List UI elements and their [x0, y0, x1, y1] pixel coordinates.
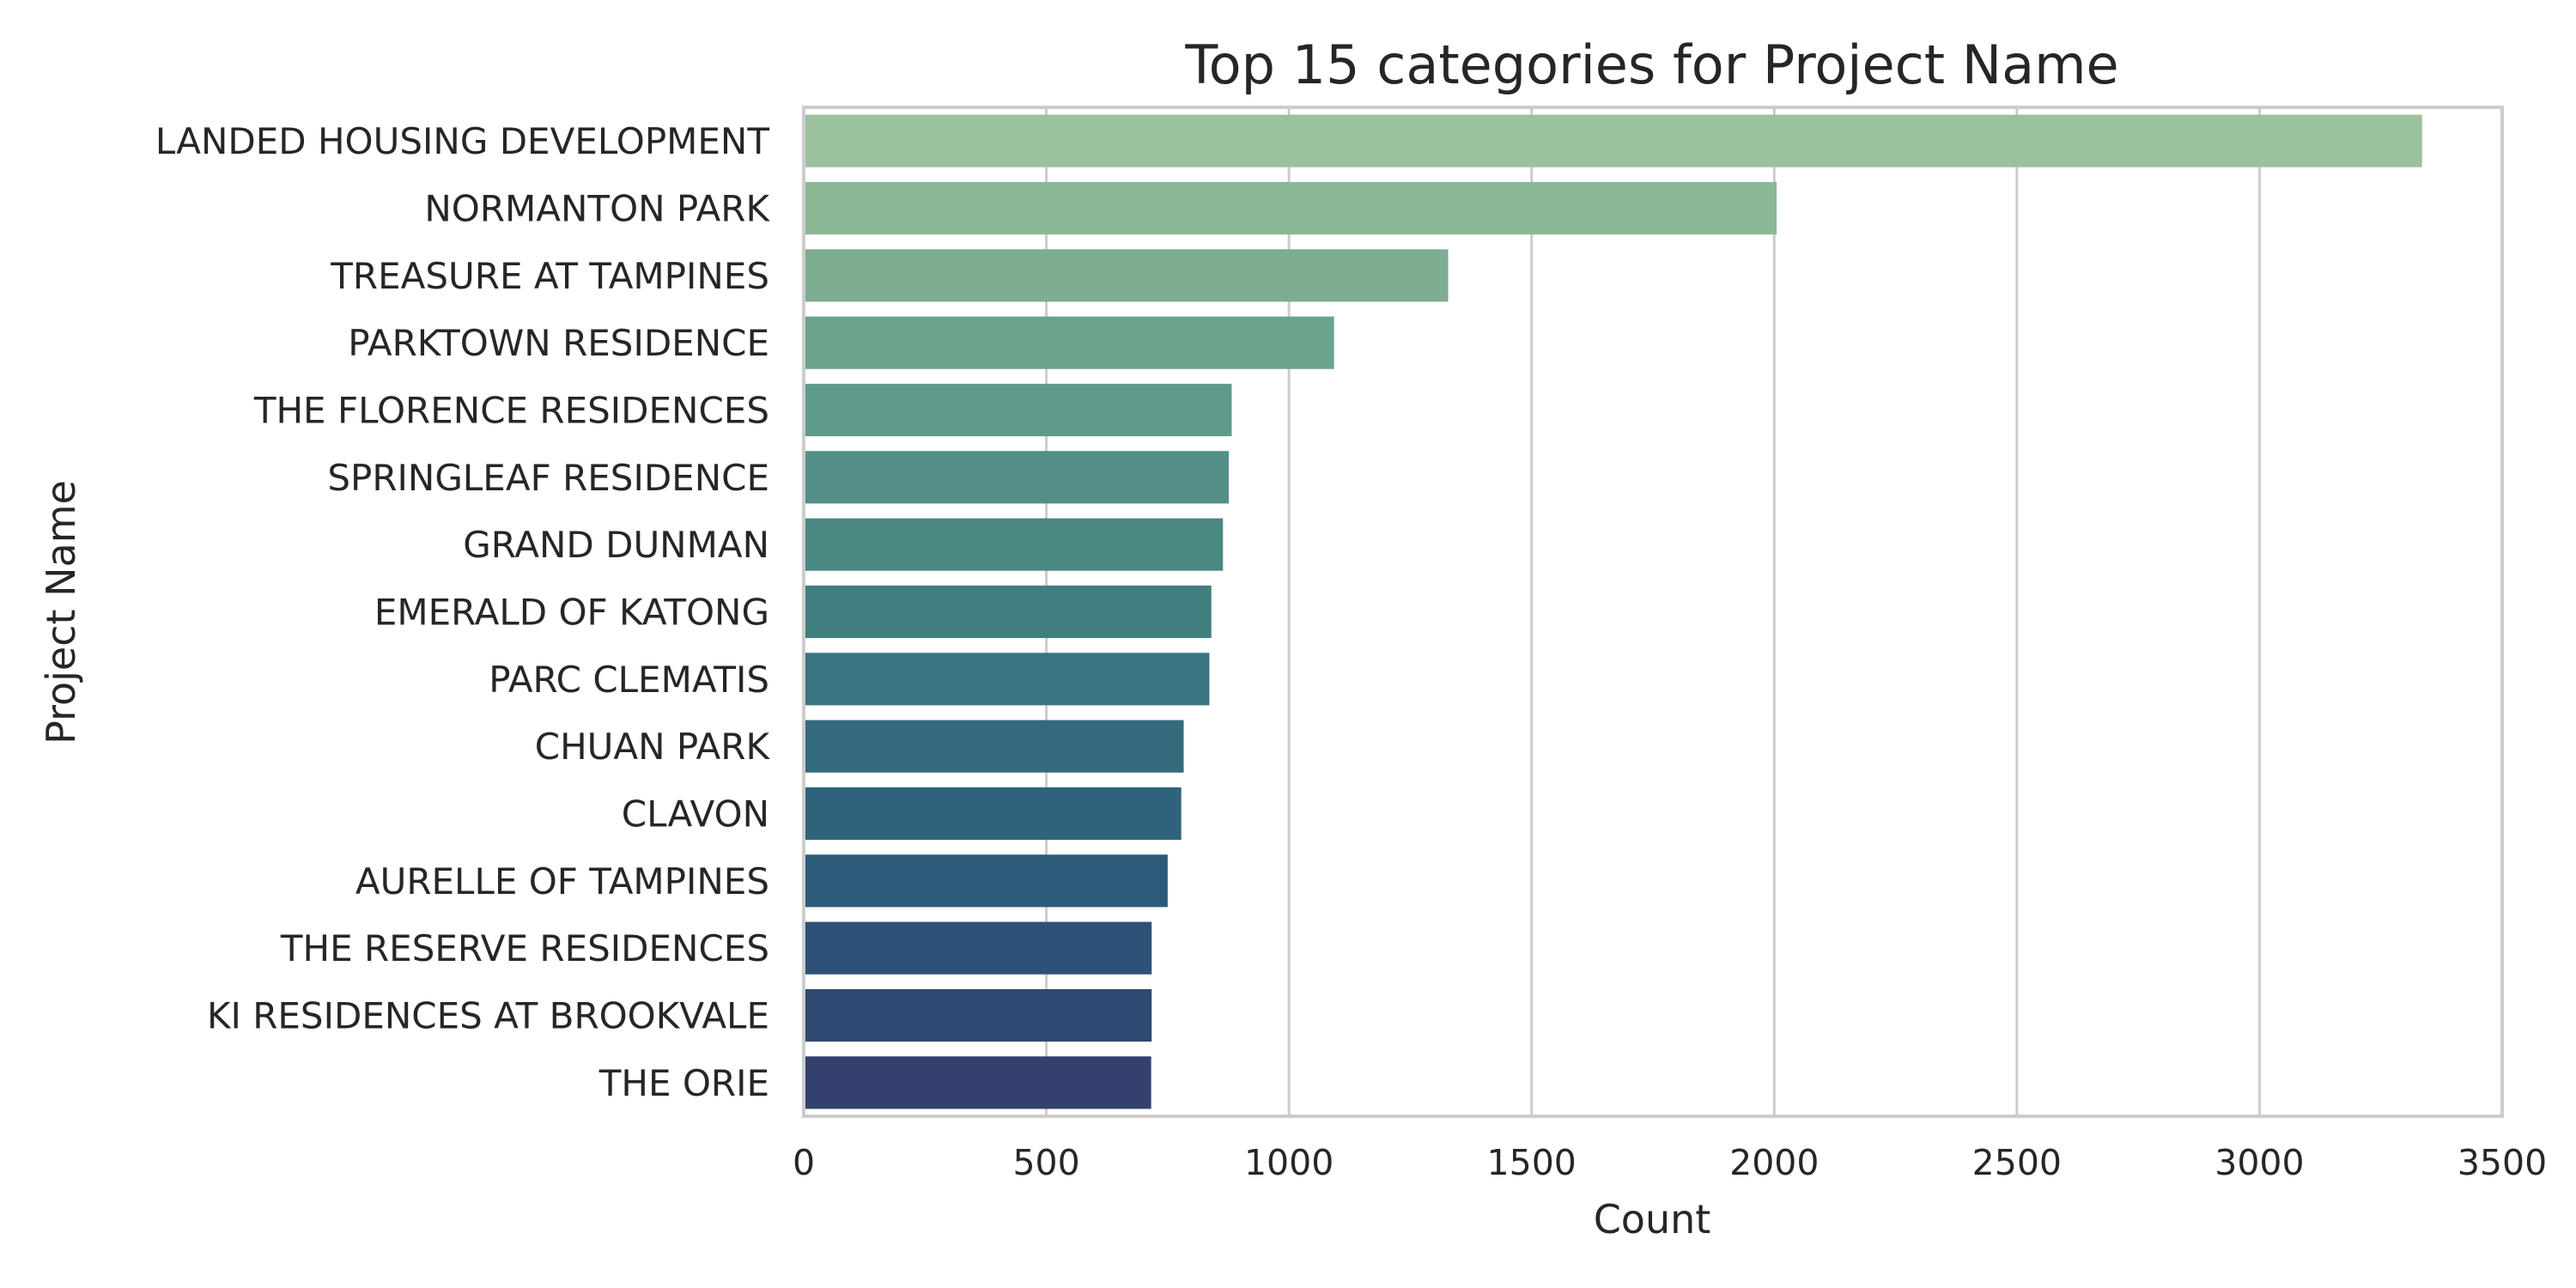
category-label: THE RESERVE RESIDENCES: [280, 927, 769, 969]
bars: [804, 114, 2422, 1109]
category-label: KI RESIDENCES AT BROOKVALE: [207, 995, 769, 1037]
bar: [804, 854, 1168, 908]
bar: [804, 114, 2422, 167]
plot-area-frame: [802, 106, 2504, 1118]
bar: [804, 316, 1334, 369]
bar: [804, 518, 1224, 571]
x-tick-label: 2000: [1729, 1142, 1819, 1183]
y-axis-label: Project Name: [38, 480, 84, 744]
category-label: THE FLORENCE RESIDENCES: [253, 390, 769, 432]
category-label: LANDED HOUSING DEVELOPMENT: [155, 120, 769, 162]
x-tick-label: 3000: [2215, 1142, 2304, 1183]
category-label: PARC CLEMATIS: [489, 659, 769, 701]
bar: [804, 181, 1777, 235]
bar: [804, 383, 1232, 437]
x-tick-labels: 0 500 1000 1500 2000 2500 3000 3500: [793, 1142, 2547, 1183]
category-label: NORMANTON PARK: [424, 188, 770, 230]
x-tick-label: 1500: [1487, 1142, 1577, 1183]
bar: [804, 1056, 1151, 1109]
category-label: CHUAN PARK: [535, 726, 771, 768]
x-tick-label: 1000: [1244, 1142, 1334, 1183]
x-axis-label: Count: [1594, 1196, 1711, 1242]
category-label: SPRINGLEAF RESIDENCE: [327, 457, 769, 499]
bar: [804, 988, 1152, 1042]
bar: [804, 787, 1182, 841]
category-label: TREASURE AT TAMPINES: [330, 255, 769, 297]
category-labels: LANDED HOUSING DEVELOPMENT NORMANTON PARK…: [155, 120, 771, 1104]
x-tick-label: 3500: [2458, 1142, 2547, 1183]
category-label: THE ORIE: [598, 1062, 769, 1104]
x-tick-label: 0: [793, 1142, 815, 1183]
bar: [804, 720, 1184, 773]
category-label: PARKTOWN RESIDENCE: [348, 322, 769, 364]
bar: [804, 653, 1210, 706]
bar: [804, 249, 1449, 302]
category-label: GRAND DUNMAN: [463, 524, 769, 566]
x-tick-label: 2500: [1972, 1142, 2062, 1183]
category-label: CLAVON: [622, 793, 769, 835]
chart-title: Top 15 categories for Project Name: [1184, 33, 2118, 96]
category-label: AURELLE OF TAMPINES: [355, 860, 769, 902]
bar: [804, 451, 1230, 504]
x-tick-label: 500: [1012, 1142, 1079, 1183]
bar: [804, 585, 1212, 639]
bar: [804, 921, 1152, 975]
category-label: EMERALD OF KATONG: [374, 592, 769, 634]
